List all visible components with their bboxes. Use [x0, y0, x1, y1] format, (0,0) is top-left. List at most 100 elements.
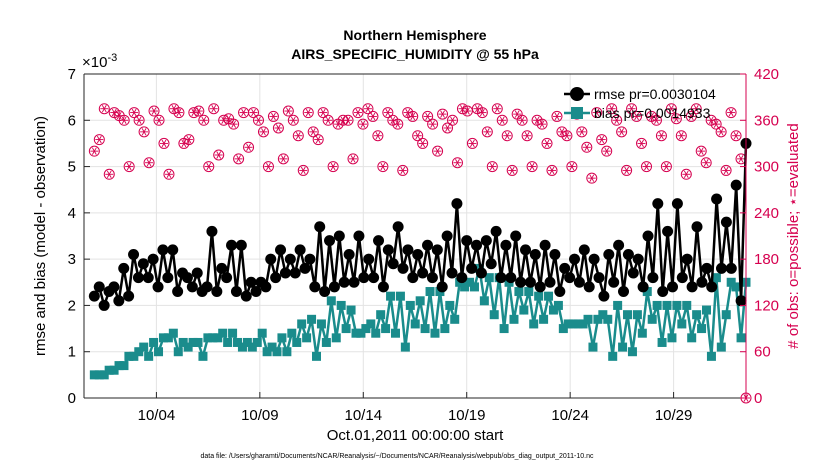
rmse-point: [569, 253, 581, 265]
obs-evaluated-star-stroke: [176, 108, 182, 117]
rmse-point: [515, 276, 527, 288]
rmse-point: [485, 258, 497, 270]
obs-evaluated-star-stroke: [400, 166, 406, 175]
obs-possible-point: [636, 137, 648, 149]
obs-evaluated-star-stroke: [450, 116, 455, 124]
bias-point: [94, 370, 104, 380]
obs-evaluated-point: [473, 105, 482, 113]
obs-possible-point: [228, 118, 240, 130]
rmse-point: [647, 272, 659, 284]
rmse-point: [363, 253, 375, 265]
bias-point: [657, 337, 667, 347]
y-tick-label-right: 180: [754, 251, 779, 268]
bias-point: [534, 291, 544, 301]
obs-possible-point: [725, 107, 737, 119]
bias-point: [223, 337, 233, 347]
obs-evaluated-point: [552, 112, 561, 121]
rmse-point: [490, 225, 502, 237]
obs-evaluated-star-stroke: [295, 132, 301, 140]
rmse-point: [544, 276, 556, 288]
obs-evaluated-star-stroke: [559, 128, 565, 136]
obs-evaluated-point: [244, 143, 253, 151]
obs-evaluated-star-stroke: [151, 107, 157, 115]
obs-evaluated-star-stroke: [499, 116, 505, 124]
obs-evaluated-star-stroke: [226, 115, 232, 123]
obs-evaluated-point: [294, 132, 303, 140]
obs-evaluated-point: [667, 105, 676, 113]
obs-possible-point: [158, 137, 170, 149]
obs-evaluated-point: [378, 162, 387, 171]
bias-point: [297, 319, 307, 329]
obs-evaluated-point: [358, 120, 367, 128]
obs-evaluated-point: [184, 135, 193, 144]
rmse-point: [598, 290, 610, 302]
rmse-point: [426, 272, 438, 284]
rmse-point: [564, 272, 576, 284]
obs-evaluated-star-stroke: [141, 128, 147, 136]
obs-evaluated-star-stroke: [345, 116, 351, 124]
obs-evaluated-star-stroke: [688, 112, 694, 121]
obs-evaluated-star-stroke: [494, 105, 500, 113]
rmse-point: [289, 267, 301, 279]
rmse-point: [324, 235, 336, 247]
rmse-point: [309, 281, 321, 293]
bias-point: [479, 296, 489, 306]
obs-evaluated-point: [189, 108, 198, 117]
obs-evaluated-star-stroke: [683, 170, 689, 178]
bias-point: [208, 333, 218, 343]
obs-evaluated-point: [737, 155, 746, 163]
bias-point: [450, 314, 460, 324]
bias-point: [198, 351, 208, 361]
obs-evaluated-point: [418, 139, 427, 148]
rmse-point: [446, 267, 458, 279]
rmse-point: [260, 281, 272, 293]
bias-point: [351, 328, 361, 338]
obs-possible-point: [506, 164, 518, 176]
obs-evaluated-point: [652, 116, 661, 124]
rmse-point: [681, 253, 693, 265]
obs-evaluated-star-stroke: [599, 135, 605, 144]
obs-possible-point: [372, 130, 384, 142]
obs-evaluated-star-stroke: [465, 107, 470, 115]
obs-evaluated-point: [140, 128, 149, 136]
rmse-point: [436, 281, 448, 293]
obs-evaluated-star-stroke: [365, 105, 371, 113]
obs-possible-point: [422, 110, 434, 122]
bias-point: [129, 351, 139, 361]
bias-point: [509, 314, 519, 324]
y-tick-label-right: 60: [754, 344, 771, 361]
obs-evaluated-point: [388, 116, 397, 124]
rmse-point: [358, 272, 370, 284]
obs-possible-point: [596, 134, 608, 146]
obs-evaluated-point: [677, 132, 686, 140]
obs-evaluated-star-stroke: [738, 155, 744, 163]
bias-point: [188, 337, 198, 347]
obs-evaluated-point: [234, 155, 243, 163]
legend-bias-marker: [571, 107, 583, 119]
obs-possible-point: [362, 103, 374, 115]
rmse-point: [186, 281, 198, 293]
bias-point: [390, 328, 400, 338]
obs-evaluated-star-stroke: [290, 116, 296, 124]
obs-evaluated-point: [637, 139, 646, 148]
obs-evaluated-star-stroke: [330, 162, 336, 171]
rmse-point: [245, 276, 257, 288]
obs-possible-point: [377, 161, 389, 173]
obs-evaluated-star-stroke: [171, 105, 177, 113]
bias-point: [173, 347, 183, 357]
obs-possible-point: [257, 126, 269, 138]
obs-evaluated-star-stroke: [161, 139, 167, 148]
obs-possible-point: [407, 110, 419, 122]
bias-point: [257, 328, 267, 338]
bias-point: [548, 305, 558, 315]
bias-point: [721, 310, 731, 320]
bias-point: [440, 324, 450, 334]
obs-evaluated-star-stroke: [509, 166, 515, 175]
obs-evaluated-star-stroke: [191, 108, 197, 117]
obs-evaluated-star-stroke: [221, 116, 227, 124]
obs-evaluated-star-stroke: [519, 116, 525, 124]
rmse-point: [343, 249, 355, 261]
rmse-point: [108, 281, 120, 293]
obs-possible-point: [700, 157, 712, 169]
